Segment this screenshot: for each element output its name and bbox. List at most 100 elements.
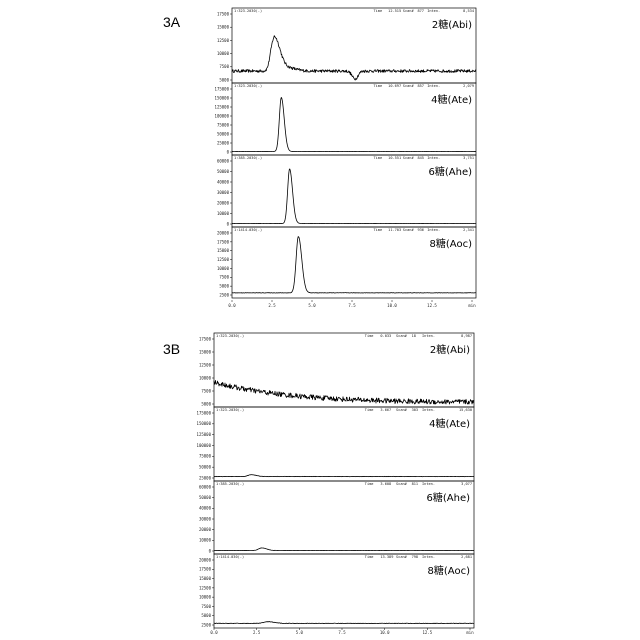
- y-tick-label: 150000: [215, 95, 230, 100]
- y-tick-label: 5000: [219, 77, 229, 82]
- panel-frame: [232, 83, 476, 155]
- header-time-label: Time: [374, 156, 383, 160]
- panel-label: 8糖(Aoc): [428, 564, 471, 577]
- y-tick-label: 0: [227, 149, 230, 154]
- x-tick-label: 7.5: [338, 630, 346, 635]
- panel-2: 1:385.2030(-)Time3.608Scan#811Inten.3,07…: [199, 481, 474, 554]
- figure-label: 3A: [163, 14, 181, 30]
- y-tick-label: 15000: [199, 349, 212, 354]
- x-tick-label: 7.5: [348, 303, 356, 308]
- panel-label: 6糖(Ahe): [429, 165, 473, 178]
- header-ion: 1:323.2030(-): [234, 84, 262, 88]
- y-tick-label: 15000: [217, 248, 230, 253]
- y-tick-label: 5000: [219, 284, 229, 289]
- chromatogram-trace: [214, 622, 474, 624]
- chromatogram-trace: [214, 548, 474, 551]
- y-tick-label: 10000: [199, 375, 212, 380]
- x-tick-label: 12.5: [427, 303, 437, 308]
- y-tick-label: 17500: [199, 336, 212, 341]
- panel-label: 8糖(Aoc): [430, 237, 473, 250]
- header-ion: 1:1414.030(-): [234, 228, 262, 232]
- chromatogram-trace: [232, 36, 476, 80]
- y-tick-label: 5000: [201, 613, 211, 618]
- header-inten-label: Inten.: [427, 84, 440, 88]
- header-inten-value: 3,751: [463, 156, 474, 160]
- y-tick-label: 10000: [217, 211, 230, 216]
- y-tick-label: 12500: [217, 257, 230, 262]
- header-inten-value: 8,534: [463, 9, 474, 13]
- panel-frame: [232, 155, 476, 227]
- y-tick-label: 15000: [199, 576, 212, 581]
- y-tick-label: 20000: [217, 200, 230, 205]
- header-time-label: Time: [374, 84, 383, 88]
- figure-3b: 3B1:323.2030(-)Time0.033Scan#18Inten.8,9…: [163, 333, 474, 635]
- header-time-label: Time: [365, 555, 374, 559]
- y-tick-label: 100000: [197, 443, 212, 448]
- panel-frame: [232, 227, 476, 298]
- panel-0: 1:323.2030(-)Time12.515Scan#877Inten.8,5…: [217, 8, 476, 83]
- header-scan-label: Scan#: [403, 84, 415, 88]
- header-time-value: 12.515: [388, 9, 401, 13]
- header-ion: 1:323.2030(-): [234, 9, 262, 13]
- header-ion: 1:323.2030(-): [216, 334, 244, 338]
- header-inten-value: 2,341: [463, 228, 474, 232]
- x-tick-label: 10.0: [380, 630, 390, 635]
- header-scan-value: 811: [412, 482, 419, 486]
- header-scan-value: 18: [412, 334, 416, 338]
- x-tick-label: min: [468, 303, 476, 308]
- panel-1: 1:323.2030(-)Time3.667Scan#303Inten.15,6…: [197, 407, 474, 481]
- header-time-value: 3.608: [380, 482, 391, 486]
- x-tick-label: 0.0: [228, 303, 236, 308]
- header-scan-label: Scan#: [403, 228, 415, 232]
- y-tick-label: 10000: [217, 266, 230, 271]
- x-tick-label: 2.5: [253, 630, 261, 635]
- x-tick-label: 5.0: [308, 303, 316, 308]
- y-tick-label: 100000: [215, 113, 230, 118]
- y-tick-label: 17500: [217, 239, 230, 244]
- header-inten-label: Inten.: [422, 408, 435, 412]
- header-inten-label: Inten.: [427, 156, 440, 160]
- header-time-label: Time: [374, 9, 383, 13]
- y-tick-label: 15000: [217, 25, 230, 30]
- header-inten-label: Inten.: [422, 555, 435, 559]
- header-scan-label: Scan#: [396, 482, 408, 486]
- y-tick-label: 12500: [217, 38, 230, 43]
- panel-2: 1:385.2030(-)Time10.551Scan#845Inten.3,7…: [217, 155, 476, 227]
- panel-label: 2糖(Abi): [432, 18, 472, 31]
- header-time-label: Time: [365, 334, 374, 338]
- header-ion: 1:1414.030(-): [216, 555, 244, 559]
- y-tick-label: 0: [227, 221, 230, 226]
- y-tick-label: 125000: [197, 432, 212, 437]
- header-inten-value: 3,077: [461, 482, 472, 486]
- header-scan-value: 303: [412, 408, 419, 412]
- y-tick-label: 10000: [217, 51, 230, 56]
- y-tick-label: 2500: [201, 622, 211, 627]
- y-tick-label: 25000: [217, 140, 230, 145]
- header-scan-value: 845: [417, 156, 424, 160]
- y-tick-label: 7500: [201, 604, 211, 609]
- y-tick-label: 7500: [219, 64, 229, 69]
- header-time-label: Time: [374, 228, 383, 232]
- header-inten-value: 2,681: [461, 555, 472, 559]
- header-time-value: 13.389: [380, 555, 393, 559]
- header-time-value: 10.551: [388, 156, 401, 160]
- y-tick-label: 30000: [217, 190, 230, 195]
- header-time-value: 0.033: [380, 334, 391, 338]
- y-tick-label: 50000: [217, 131, 230, 136]
- figure-3a: 3A1:323.2030(-)Time12.515Scan#877Inten.8…: [163, 8, 476, 308]
- chromatogram-trace: [214, 475, 474, 477]
- y-tick-label: 20000: [199, 527, 212, 532]
- x-axis: 0.02.55.07.510.012.5min: [228, 300, 476, 308]
- y-tick-label: 17500: [217, 11, 230, 16]
- header-time-value: 11.703: [388, 228, 401, 232]
- header-scan-label: Scan#: [396, 334, 408, 338]
- header-scan-label: Scan#: [396, 408, 408, 412]
- y-tick-label: 60000: [199, 484, 212, 489]
- panel-label: 4糖(Ate): [431, 93, 472, 106]
- y-tick-label: 60000: [217, 158, 230, 163]
- header-scan-value: 857: [417, 84, 424, 88]
- panel-label: 4糖(Ate): [429, 417, 470, 430]
- y-tick-label: 2500: [219, 292, 229, 297]
- chromatogram-trace: [214, 380, 474, 404]
